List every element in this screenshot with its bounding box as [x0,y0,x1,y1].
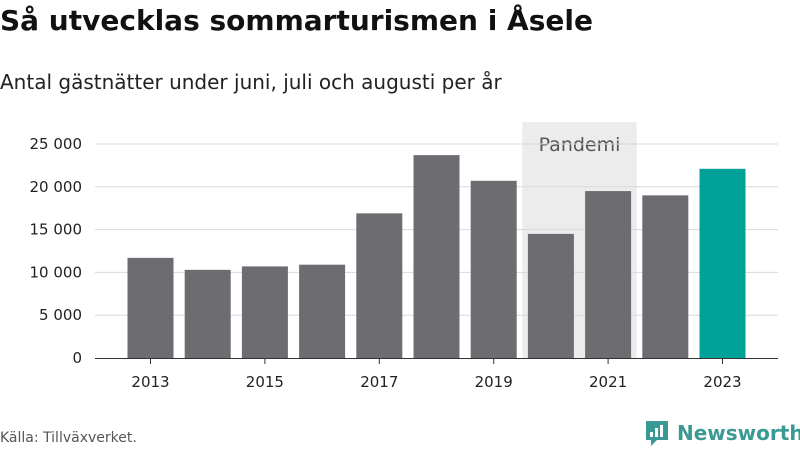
bar-2023 [699,168,746,358]
bar-2014 [184,269,231,358]
x-tick-label: 2019 [475,373,513,391]
bar-2021 [585,191,632,358]
x-tick-label: 2021 [589,373,627,391]
newsworthy-logo-icon [646,421,668,446]
y-tick-label: 10 000 [30,263,83,281]
chart-subtitle: Antal gästnätter under juni, juli och au… [0,70,502,94]
bar-2015 [241,266,288,358]
bar-2017 [356,213,403,358]
bar-2018 [413,155,460,358]
y-tick-label: 15 000 [30,221,83,239]
bar-2020 [527,233,574,358]
bar-2019 [470,180,517,358]
bar-2013 [127,257,174,358]
x-tick-label: 2013 [131,373,169,391]
y-tick-label: 5 000 [39,306,82,324]
bar-2016 [299,264,346,358]
x-tick-label: 2023 [703,373,741,391]
y-tick-label: 0 [72,349,82,367]
y-tick-label: 25 000 [30,135,83,153]
brand-logo: Newsworthy [644,419,800,447]
brand-name: Newsworthy [677,421,800,445]
source-note: Källa: Tillväxverket. [0,430,137,446]
y-tick-label: 20 000 [30,178,83,196]
pandemic-label: Pandemi [539,134,621,156]
x-tick-label: 2015 [246,373,284,391]
bar-chart: Pandemi 0 5 000 10 000 15 000 20 000 25 000 201… [30,122,778,391]
chart-title: Så utvecklas sommarturismen i Åsele [0,4,593,37]
x-tick-label: 2017 [360,373,398,391]
bar-2022 [642,195,689,358]
